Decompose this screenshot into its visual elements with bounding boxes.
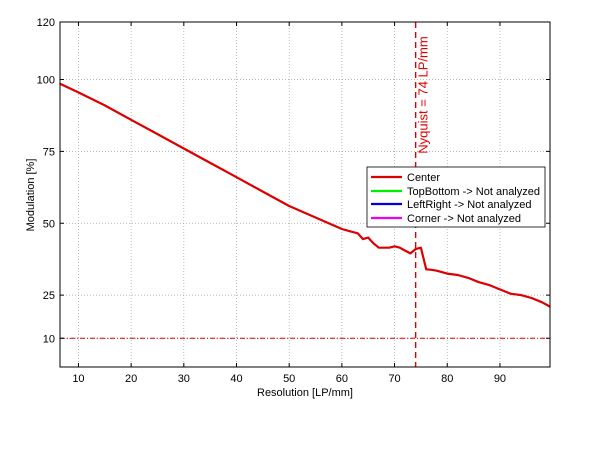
legend-label-corner: Corner -> Not analyzed	[407, 213, 521, 225]
tick-labels: 10 20 30 40 50 60 70 80 90 10 25 50 75 100 120	[37, 17, 506, 385]
x-tick-label: 10	[72, 373, 84, 385]
legend: Center TopBottom -> Not analyzed LeftRig…	[366, 166, 546, 228]
series-group	[59, 82, 551, 308]
y-tick-label: 25	[43, 290, 55, 302]
grid	[60, 22, 550, 367]
y-tick-label: 120	[37, 17, 55, 29]
x-tick-label: 60	[336, 373, 348, 385]
x-axis-label: Resolution [LP/mm]	[257, 387, 353, 399]
y-tick-label: 100	[37, 75, 55, 87]
y-tick-label: 50	[43, 218, 55, 230]
axis-ticks	[60, 21, 550, 367]
y-tick-label: 10	[43, 333, 55, 345]
nyquist-label: Nyquist = 74 LP/mm	[416, 36, 431, 153]
x-tick-label: 50	[283, 373, 295, 385]
y-axis-label: Modulation [%]	[25, 159, 37, 232]
x-tick-label: 80	[441, 373, 453, 385]
y-tick-label: 75	[43, 146, 55, 158]
legend-label-center: Center	[407, 172, 440, 184]
x-tick-label: 90	[494, 373, 506, 385]
plot-frame	[59, 21, 551, 368]
x-tick-label: 20	[125, 373, 137, 385]
series-line-center	[59, 82, 551, 308]
legend-label-leftright: LeftRight -> Not analyzed	[407, 199, 531, 211]
legend-label-topbottom: TopBottom -> Not analyzed	[407, 186, 540, 198]
x-tick-label: 30	[178, 373, 190, 385]
x-tick-label: 70	[388, 373, 400, 385]
x-tick-label: 40	[230, 373, 242, 385]
